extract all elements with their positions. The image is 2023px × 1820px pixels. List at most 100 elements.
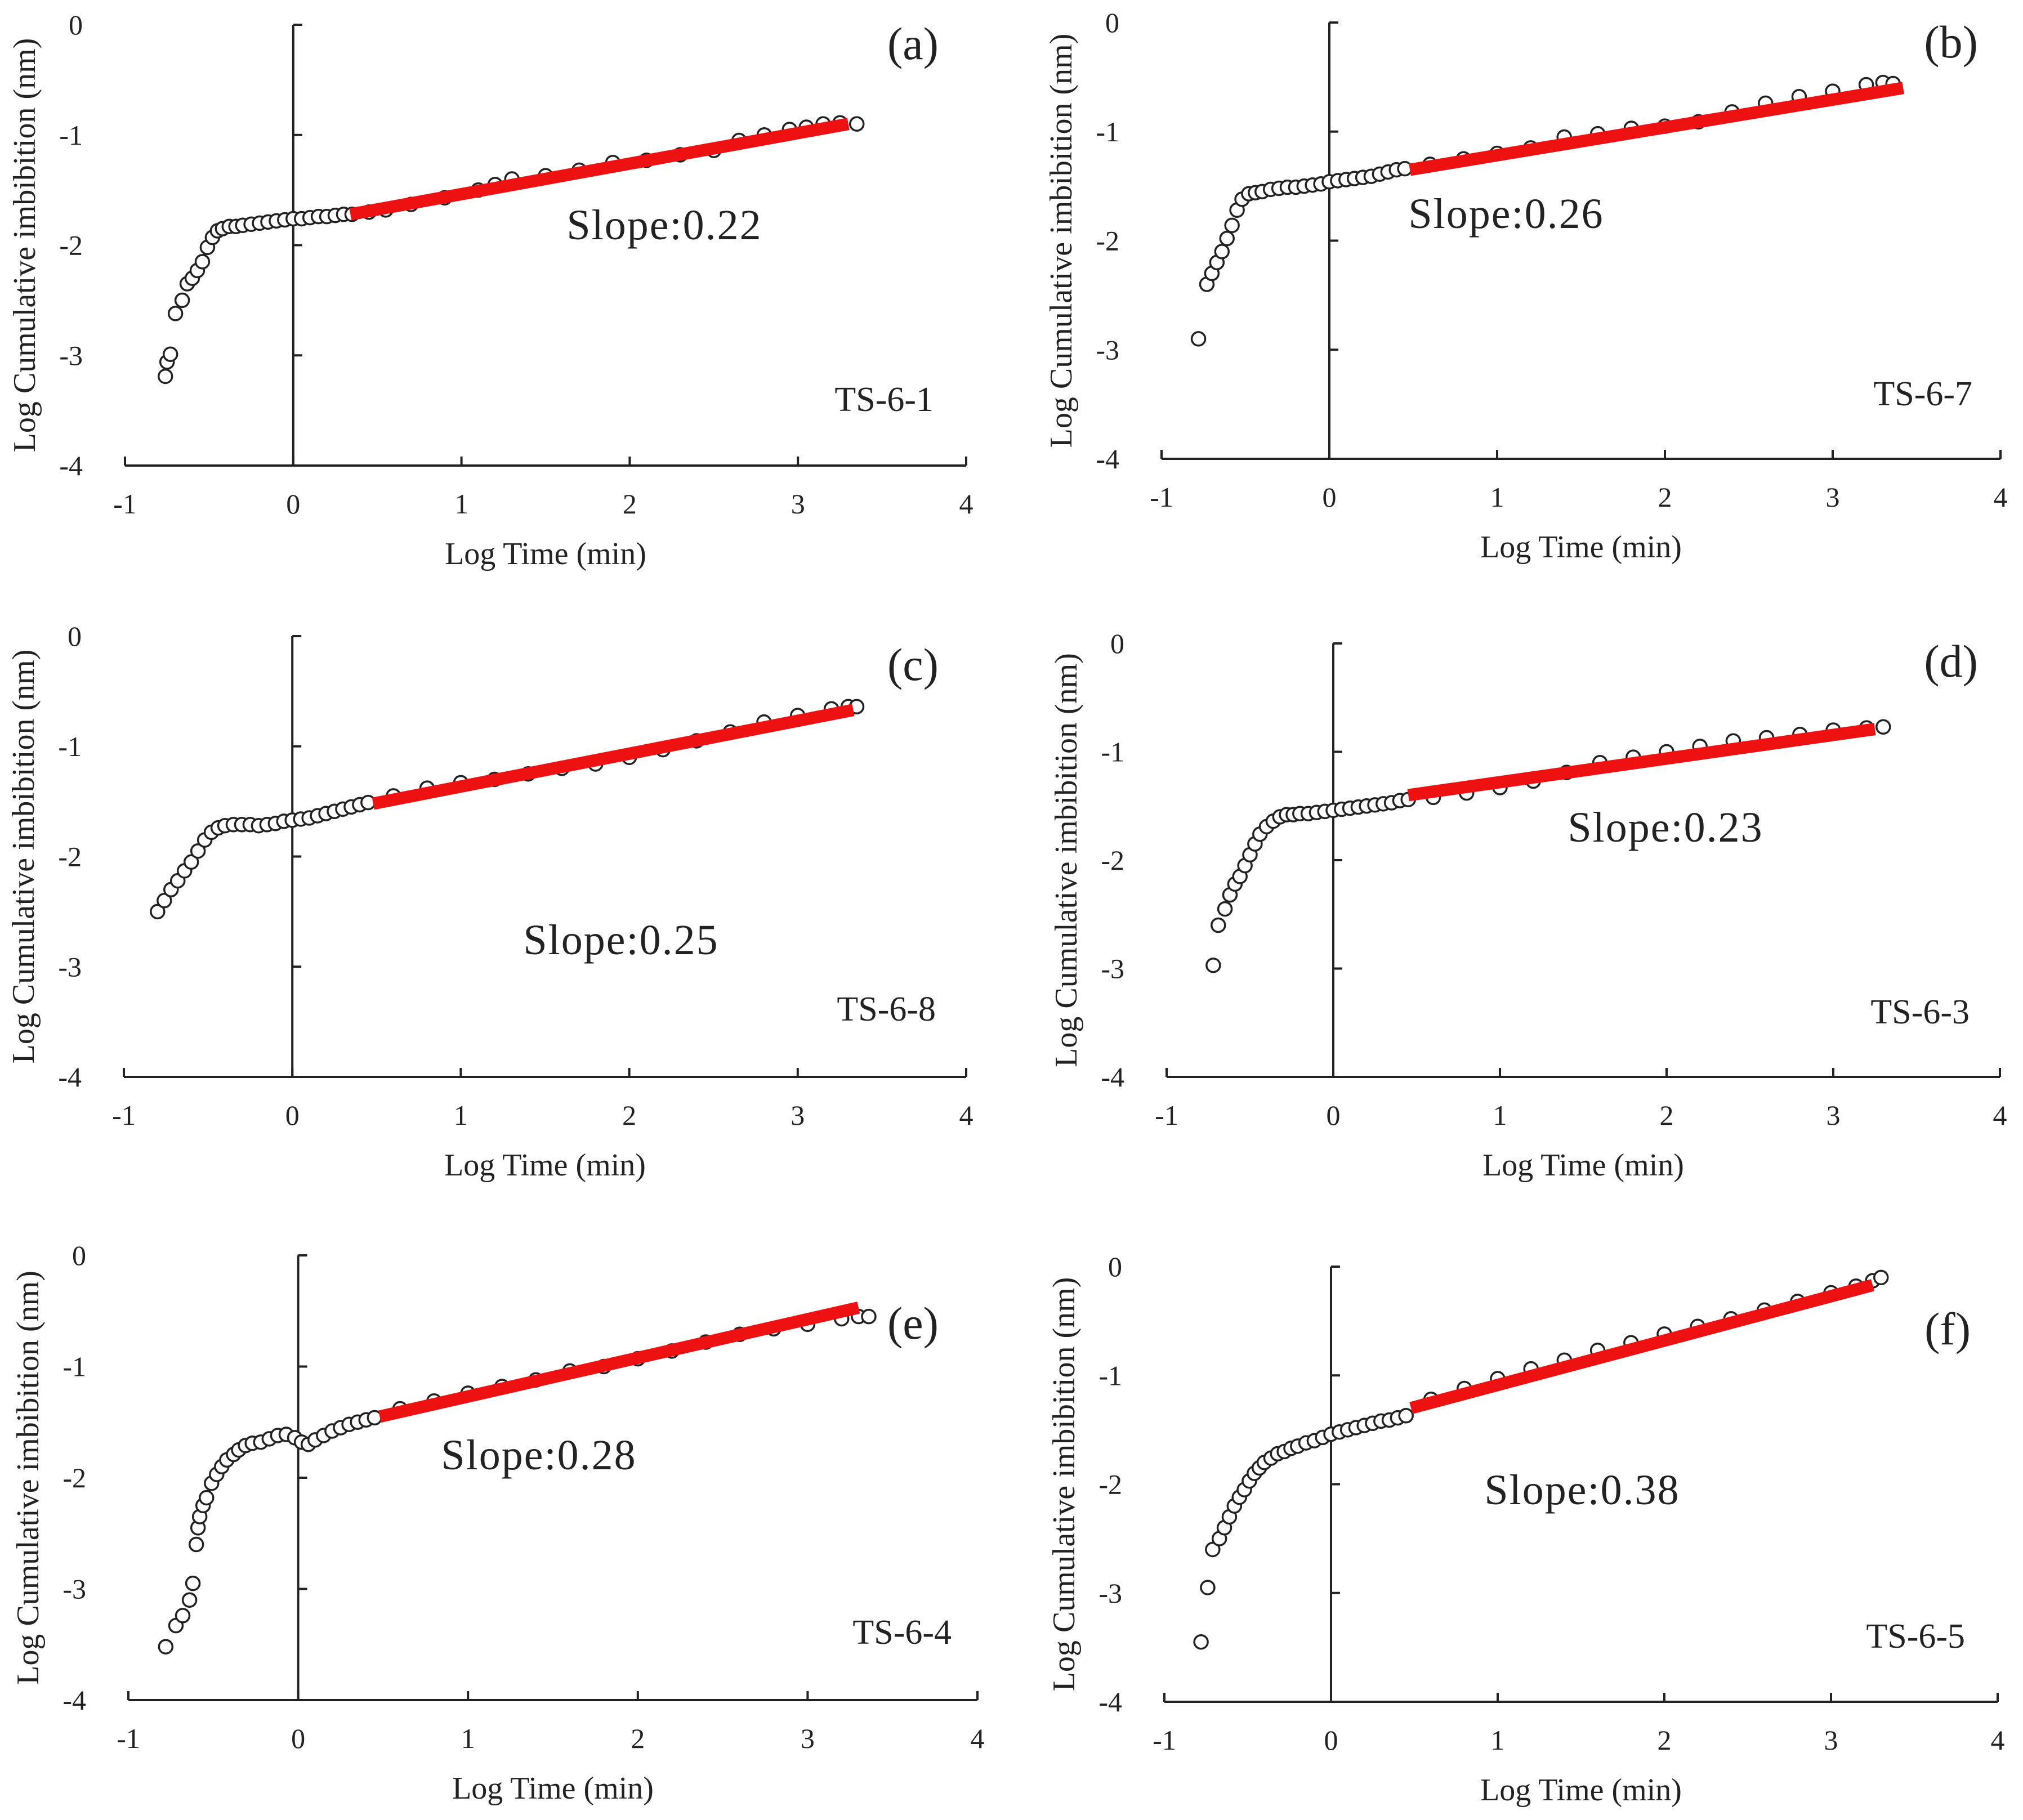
data-point [1224, 217, 1240, 234]
data-point [1873, 1269, 1889, 1286]
x-axis-title: Log Time (min) [452, 1771, 654, 1806]
x-tick-label: 4 [959, 1099, 973, 1131]
slope-label: Slope:0.26 [1408, 190, 1604, 238]
y-tick-label: -3 [1098, 1577, 1122, 1609]
data-point [158, 1639, 174, 1654]
panel-letter: (d) [1924, 636, 1978, 687]
data-point [174, 292, 190, 308]
slope-label: Slope:0.28 [441, 1432, 636, 1479]
data-point [190, 843, 206, 859]
y-axis-title: Log Cumulative imbibition (nm) [1047, 1277, 1082, 1692]
data-point [188, 1536, 204, 1553]
y-axis-title: Log Cumulative imbibition (nm) [1044, 34, 1079, 448]
y-tick-label: 0 [68, 620, 82, 652]
data-point [185, 1575, 201, 1591]
data-point [157, 368, 173, 384]
x-tick-label: 4 [1991, 1724, 2005, 1756]
x-tick-label: 1 [1493, 1099, 1507, 1131]
y-tick-label: -4 [62, 1684, 86, 1716]
panel-letter: (c) [887, 639, 939, 690]
data-point [1398, 1408, 1414, 1424]
x-tick-label: 4 [971, 1723, 985, 1754]
fit-line [349, 118, 850, 221]
data-point [1217, 901, 1233, 917]
x-tick-label: 0 [291, 1723, 305, 1754]
data-point [162, 346, 178, 363]
fit-line [1409, 1279, 1874, 1414]
x-tick-label: 1 [454, 1099, 468, 1131]
panel-letter: (f) [1924, 1303, 1971, 1354]
y-tick-label: -3 [1101, 953, 1124, 985]
data-point [175, 1608, 191, 1624]
panel-c: -1 0 1 2 3 4 0 -1 -2 -3 -4 Log Time (min) Log Cumula… [6, 620, 973, 1183]
panel-letter: (a) [887, 18, 939, 69]
x-tick-label: 4 [1993, 1099, 2007, 1131]
x-tick-label: 2 [1658, 481, 1672, 513]
fit-line [1409, 82, 1904, 176]
x-tick-label: 3 [1826, 481, 1840, 513]
x-tick-label: 0 [1327, 1099, 1341, 1131]
y-tick-label: -4 [1096, 443, 1119, 475]
y-tick-label: -3 [1096, 334, 1119, 365]
slope-label: Slope:0.38 [1484, 1466, 1680, 1514]
data-point [1190, 331, 1207, 347]
panel-e: -1 0 1 2 3 4 0 -1 -2 -3 -4 Log Time (min) Log Cumula… [11, 1240, 985, 1806]
x-tick-label: 0 [1324, 1724, 1338, 1756]
x-axis-title: Log Time (min) [445, 536, 646, 571]
y-tick-label: -1 [58, 731, 82, 762]
data-point [157, 893, 172, 909]
sample-label: TS-6-5 [1866, 1617, 1965, 1656]
y-tick-label: -4 [59, 450, 83, 481]
x-tick-label: 2 [1660, 1099, 1674, 1131]
data-point [181, 1592, 198, 1608]
sample-label: TS-6-7 [1873, 375, 1972, 413]
y-tick-label: -2 [62, 1462, 86, 1493]
data-point [1211, 917, 1226, 933]
data-point [849, 116, 865, 132]
x-tick-label: 3 [791, 1099, 805, 1131]
sample-label: TS-6-8 [837, 990, 936, 1028]
x-tick-label: 1 [1490, 481, 1504, 513]
sample-label: TS-6-3 [1870, 993, 1970, 1031]
panel-letter: (b) [1924, 16, 1978, 68]
x-tick-label: 4 [1994, 481, 2008, 513]
y-tick-label: -2 [1096, 225, 1119, 257]
x-tick-label: -1 [1155, 1099, 1178, 1131]
y-tick-label: -1 [1096, 116, 1119, 147]
y-tick-label: 0 [72, 1240, 86, 1271]
data-point [167, 306, 184, 321]
y-tick-label: -2 [58, 841, 82, 873]
data-point [1193, 1634, 1209, 1650]
slope-label: Slope:0.25 [523, 916, 718, 964]
x-tick-label: -1 [117, 1723, 140, 1754]
y-tick-label: 0 [1108, 1251, 1122, 1282]
x-tick-label: 1 [1491, 1724, 1505, 1756]
x-tick-label: -1 [112, 1099, 136, 1131]
slope-label: Slope:0.23 [1568, 804, 1763, 851]
y-tick-label: -1 [1098, 1360, 1122, 1391]
y-axis-title: Log Cumulative imbibition (nm) [6, 650, 41, 1064]
x-tick-label: 4 [959, 488, 973, 520]
y-tick-label: -1 [62, 1351, 86, 1383]
x-tick-label: 2 [623, 488, 637, 520]
panel-b: -1 0 1 2 3 4 0 -1 -2 -3 -4 Log Time (min) Log Cumula… [1044, 7, 2008, 565]
y-tick-label: -2 [1098, 1469, 1122, 1500]
y-tick-label: -2 [1101, 844, 1124, 876]
y-tick-label: -1 [1101, 736, 1124, 768]
data-point [1205, 957, 1221, 973]
x-tick-label: 0 [286, 488, 300, 520]
y-axis-title: Log Cumulative imbibition (nm) [11, 1271, 46, 1685]
x-tick-label: 1 [461, 1723, 475, 1754]
data-point [150, 904, 166, 920]
x-tick-label: 3 [1826, 1099, 1841, 1131]
y-axis-title: Log Cumulative imbibition (nm) [1049, 653, 1084, 1067]
data-point [183, 854, 199, 870]
data-point [1205, 1541, 1221, 1558]
y-axis-title: Log Cumulative imbibition (nm) [7, 38, 42, 453]
fit-line [372, 704, 855, 810]
data-point [1214, 244, 1230, 260]
sample-label: TS-6-4 [852, 1613, 952, 1652]
x-axis-title: Log Time (min) [1482, 1148, 1684, 1183]
panel-f: -1 0 1 2 3 4 0 -1 -2 -3 -4 Log Time (min) Log Cumula… [1047, 1251, 2005, 1808]
x-tick-label: 3 [801, 1723, 815, 1754]
